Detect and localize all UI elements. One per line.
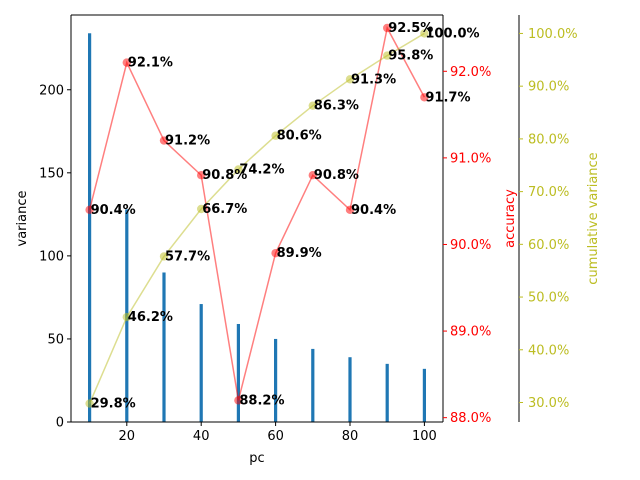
left-tick-label: 100: [39, 249, 64, 264]
cumulative-variance-point: [159, 252, 169, 261]
variance-bar: [88, 33, 92, 422]
accuracy-data-label: 92.5%: [388, 21, 433, 36]
x-axis-title: pc: [249, 451, 264, 466]
accuracy-point: [234, 396, 243, 405]
variance-bar: [348, 357, 352, 422]
accuracy-point: [197, 171, 206, 180]
accuracy-point: [345, 205, 355, 215]
cumulative-variance-data-label: 86.3%: [314, 99, 359, 114]
x-tick-label: 80: [342, 429, 359, 444]
variance-bar: [311, 348, 315, 422]
variance-bar: [385, 363, 389, 422]
cumulative-variance-data-label: 91.3%: [351, 72, 396, 87]
cumulative-variance-point: [420, 29, 429, 38]
right2-tick-label: 90.0%: [528, 80, 569, 95]
cumulative-variance-point: [345, 75, 355, 84]
left-axis-title: variance: [15, 191, 30, 247]
right-tick-label: 89.0%: [450, 325, 491, 340]
right2-tick-label: 80.0%: [528, 132, 569, 147]
accuracy-data-label: 91.7%: [425, 90, 470, 105]
line-series: [85, 23, 429, 408]
accuracy-data-label: 90.8%: [314, 168, 359, 183]
right2-tick-label: 30.0%: [528, 396, 569, 411]
left-tick-label: 150: [39, 166, 64, 181]
cumulative-variance-data-label: 46.2%: [128, 310, 173, 325]
accuracy-data-label: 88.2%: [239, 393, 284, 408]
accuracy-point: [122, 58, 131, 67]
accuracy-point: [420, 93, 429, 102]
variance-bar: [274, 338, 278, 422]
right-tick-label: 88.0%: [450, 411, 491, 426]
left-tick-label: 0: [56, 416, 64, 431]
variance-bar: [422, 368, 426, 422]
x-tick-label: 20: [119, 429, 136, 444]
variance-bar: [236, 323, 240, 422]
right2-tick-label: 70.0%: [528, 185, 569, 200]
x-tick-label: 40: [193, 429, 210, 444]
right2-tick-label: 50.0%: [528, 291, 569, 306]
cumulative-variance-data-label: 66.7%: [202, 202, 247, 217]
accuracy-data-label: 90.4%: [91, 203, 136, 218]
cumulative-variance-data-label: 95.8%: [388, 49, 433, 64]
accuracy-data-label: 92.1%: [128, 56, 173, 71]
cumulative-variance-data-label: 80.6%: [277, 129, 322, 144]
accuracy-point: [271, 248, 280, 258]
variance-bar: [162, 272, 166, 422]
cumulative-variance-point: [234, 165, 243, 174]
accuracy-point: [383, 23, 392, 33]
right2-tick-label: 100.0%: [528, 27, 578, 42]
axes: 20 40 60 80 100 0 50 100 150 200 88.0% 89.0% 90.0% 91…: [15, 14, 601, 466]
x-tick-label: 100: [412, 429, 437, 444]
left-tick-label: 50: [47, 332, 64, 347]
x-tick-label: 60: [267, 429, 284, 444]
accuracy-data-label: 89.9%: [277, 246, 322, 261]
accuracy-data-label: 90.8%: [202, 168, 247, 183]
accuracy-point: [308, 171, 317, 180]
variance-bar: [199, 304, 203, 422]
cumulative-variance-data-label: 74.2%: [239, 162, 284, 177]
accuracy-point: [85, 205, 94, 215]
cumulative-variance-point: [85, 399, 94, 408]
accuracy-line: [88, 25, 426, 401]
cumulative-variance-data-label: 57.7%: [165, 249, 210, 264]
cumulative-variance-point: [308, 101, 317, 110]
right-axis-title: accuracy: [503, 189, 518, 248]
right2-axis-title: cumulative variance: [586, 152, 601, 284]
accuracy-point: [159, 136, 169, 145]
accuracy-data-label: 91.2%: [165, 134, 210, 149]
right-tick-label: 91.0%: [450, 151, 491, 166]
right2-tick-label: 40.0%: [528, 343, 569, 358]
cumulative-variance-data-label: 29.8%: [91, 397, 136, 412]
cumulative-variance-point: [271, 131, 280, 140]
right-tick-label: 90.0%: [450, 238, 491, 253]
cumulative-variance-point: [122, 312, 131, 322]
cumulative-variance-line: [88, 32, 425, 404]
variance-bars: [88, 33, 426, 422]
data-labels: 90.4% 92.1% 91.2% 90.8% 88.2% 89.9% 90.8% 90.4%…: [91, 21, 480, 412]
cumulative-variance-point: [383, 51, 392, 60]
cumulative-variance-point: [197, 204, 206, 214]
left-tick-label: 200: [39, 83, 64, 98]
cumulative-variance-data-label: 100.0%: [425, 26, 479, 41]
right2-tick-label: 60.0%: [528, 238, 569, 253]
accuracy-data-label: 90.4%: [351, 203, 396, 218]
right-tick-label: 92.0%: [450, 65, 491, 80]
